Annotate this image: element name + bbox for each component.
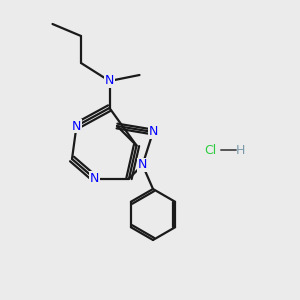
Text: H: H	[235, 143, 245, 157]
Text: Cl: Cl	[204, 143, 216, 157]
Text: N: N	[72, 119, 81, 133]
Text: N: N	[90, 172, 99, 185]
Text: N: N	[138, 158, 147, 172]
Text: N: N	[148, 125, 158, 139]
Text: N: N	[105, 74, 114, 88]
